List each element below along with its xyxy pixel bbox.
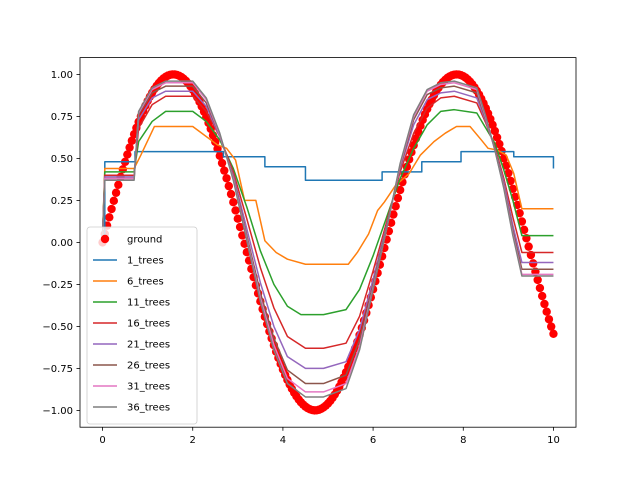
ground-point [389,210,398,219]
ground-point [224,181,233,191]
ground-point [229,198,238,207]
ground-point [517,217,527,226]
ground-point [231,206,240,215]
ground-point [217,158,227,168]
ground-point [492,133,502,142]
y-tick-label: 0.25 [51,196,73,207]
legend-label-6-trees: 6_trees [127,277,164,288]
x-tick-label: 6 [370,435,376,446]
plot-area [98,70,558,415]
ground-point [501,161,511,170]
ground-point [495,139,504,149]
ground-point [220,166,229,175]
legend-label-31-trees: 31_trees [127,382,170,393]
x-tick-label: 4 [280,435,286,446]
ground-point [109,196,119,206]
ground-point [233,214,243,223]
ground-point [515,208,524,218]
y-tick-label: 1.00 [51,70,73,81]
y-axis: −1.00 −0.75 −0.50 −0.25 0.00 0.25 0.50 0.75 1.00 [42,70,80,417]
y-tick-label: 0.00 [51,238,73,249]
legend-label-16-trees: 16_trees [127,319,170,330]
ground-point [111,188,121,197]
ground-point [524,242,533,251]
legend-swatch-ground [100,234,110,244]
series-36-trees-line [101,80,554,398]
x-tick-label: 2 [190,435,196,446]
ground-point [391,202,400,211]
ground-point [549,329,558,338]
ground-point [533,275,542,285]
x-tick-label: 8 [460,435,466,446]
ground-point [490,126,500,136]
ground-point [107,204,116,214]
x-tick-label: 10 [547,435,560,446]
y-tick-label: −1.00 [42,406,73,417]
ground-point [105,213,114,222]
ground-point [395,185,405,195]
y-tick-label: −0.50 [42,322,73,333]
legend-label-21-trees: 21_trees [127,340,170,351]
series-1-trees-line [102,150,555,237]
ground-point [226,189,236,199]
ground-point [235,222,245,232]
legend-label-1-trees: 1_trees [127,256,164,267]
ground-point [215,151,224,160]
ground-point [213,144,222,153]
x-tick-label: 0 [99,435,105,446]
ground-point [506,176,515,186]
legend: ground 1_trees 6_trees 11_trees 16_trees 21_t… [86,226,198,425]
ground-point [222,174,231,183]
x-axis: 0 2 4 6 8 10 [99,427,560,446]
ground-point [393,193,403,203]
y-tick-label: −0.25 [42,280,73,291]
ground-point [547,322,556,331]
ground-point [127,136,137,145]
ground-point [542,307,551,316]
ground-point [125,143,134,152]
ground-point [123,150,132,159]
y-tick-label: 0.75 [51,112,73,123]
ground-point [544,315,554,324]
ground-point [537,291,547,301]
ground-point [528,259,538,268]
ground-point [504,168,513,178]
ground-point [114,180,123,189]
ground-point [540,299,549,309]
legend-label-36-trees: 36_trees [127,403,170,414]
y-tick-label: 0.50 [51,154,73,165]
legend-label-ground: ground [127,235,162,246]
ground-point [535,283,545,293]
ground-point [519,225,529,235]
legend-label-11-trees: 11_trees [127,298,170,309]
ground-point [409,141,418,150]
legend-box [86,226,198,425]
y-tick-label: −0.75 [42,364,73,375]
series-6-trees-line [101,125,554,265]
legend-label-26-trees: 26_trees [127,361,170,372]
